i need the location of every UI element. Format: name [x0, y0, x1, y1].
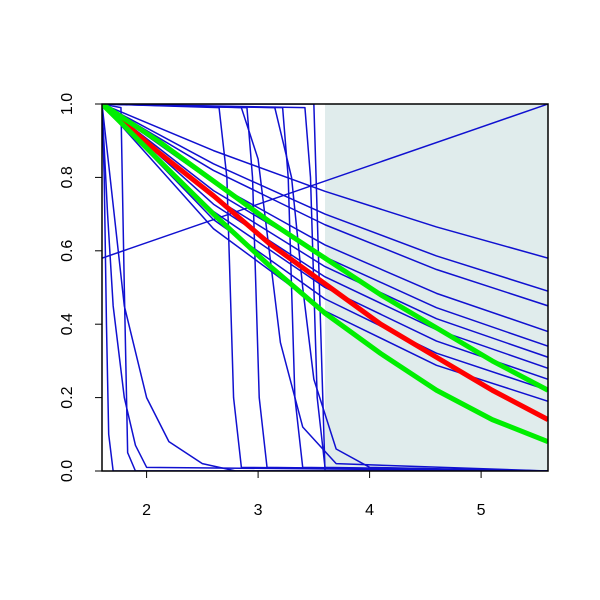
- y-tick-label: 0.6: [59, 240, 76, 262]
- y-tick-label: 1.0: [59, 93, 76, 115]
- x-tick-label: 4: [365, 502, 374, 519]
- series-line: [102, 104, 548, 471]
- plot-frame: [101, 103, 549, 472]
- series-line: [102, 104, 548, 471]
- series-line: [102, 104, 548, 292]
- series-line: [102, 104, 548, 393]
- y-tick-label: 0.8: [59, 166, 76, 188]
- y-tick-label: 0.0: [59, 460, 76, 482]
- y-tick-label: 0.4: [59, 313, 76, 335]
- x-tick-label: 2: [142, 502, 151, 519]
- series-line: [102, 104, 548, 307]
- series-line: [102, 104, 548, 471]
- series-line: [102, 104, 548, 471]
- series-line: [102, 104, 548, 422]
- x-tick-label: 5: [477, 502, 486, 519]
- series-line: [102, 104, 548, 391]
- series-line: [102, 104, 548, 471]
- plot-area: [102, 104, 548, 471]
- series-line: [102, 104, 548, 471]
- series-line: [102, 104, 548, 369]
- y-tick-label: 0.2: [59, 386, 76, 408]
- x-tick-label: 3: [254, 502, 263, 519]
- series-line: [102, 104, 548, 471]
- series-line: [102, 104, 548, 259]
- series-line: [102, 104, 548, 444]
- series-line: [102, 104, 548, 259]
- shaded-region: [325, 104, 548, 471]
